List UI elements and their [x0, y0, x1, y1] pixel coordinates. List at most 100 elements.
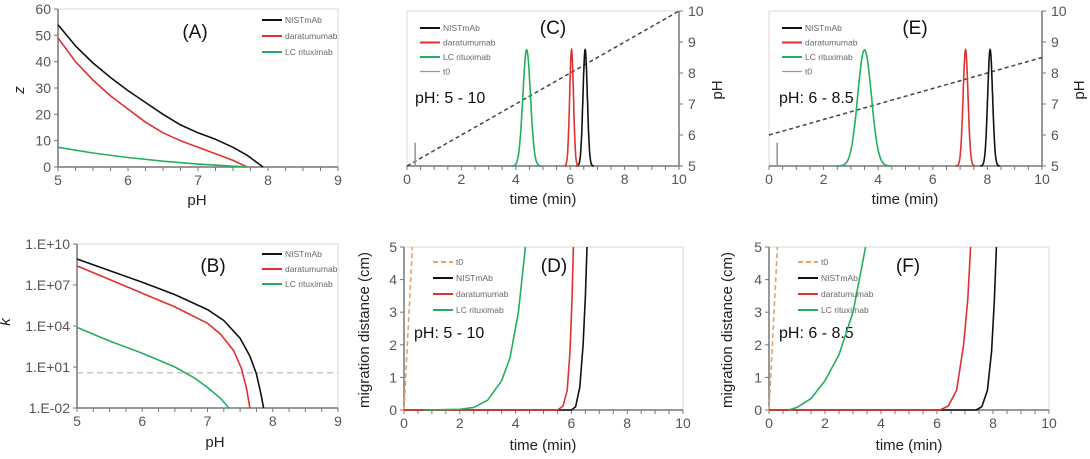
x-axis-label: time (min) [510, 437, 577, 454]
y-tick-label: 40 [35, 54, 51, 70]
x-tick-label: 8 [621, 171, 629, 187]
y-tick-label: 2 [389, 337, 397, 353]
y2-tick-label: 6 [688, 127, 696, 143]
y-tick-label: 10 [35, 133, 51, 149]
y-axis-label: k [0, 317, 14, 326]
series-line-daratumumab [76, 265, 251, 409]
x-tick-label: 2 [820, 171, 828, 187]
y-tick-label: 1.E-02 [29, 400, 70, 416]
legend-label: LC rituximab [285, 279, 333, 289]
ph-range-annotation: pH: 6 - 8.5 [779, 90, 854, 107]
x-tick-label: 8 [984, 171, 992, 187]
panel-label: (E) [902, 18, 927, 39]
y-tick-label: 1 [754, 369, 762, 385]
y-tick-label: 20 [35, 106, 51, 122]
x-tick-label: 6 [124, 172, 132, 188]
legend-label: LC rituximab [443, 52, 491, 62]
x-tick-label: 2 [821, 415, 829, 431]
y-tick-label: 4 [754, 272, 762, 288]
x-tick-label: 4 [877, 415, 885, 431]
y-tick-label: 30 [35, 80, 51, 96]
legend-label: t0 [805, 67, 812, 77]
series-line-lc-rituximab [423, 246, 527, 411]
peak-nistmab [576, 48, 595, 167]
x-tick-label: 10 [675, 415, 691, 431]
y-tick-label: 3 [389, 304, 397, 320]
series-line-lc-rituximab [76, 326, 230, 409]
y2-tick-label: 9 [688, 34, 696, 50]
y-axis-label: z [11, 86, 28, 95]
legend-label: t0 [456, 257, 463, 267]
legend-label: NISTmAb [805, 23, 842, 33]
panel-f: 0 2 4 6 8 10 0 1 2 3 4 5 time (min) migration distanc… [719, 239, 1057, 454]
peak-nistmab [979, 48, 1000, 167]
legend-label: daratumumab [285, 31, 338, 41]
y2-tick-label: 5 [688, 158, 696, 174]
x-tick-label: 9 [334, 413, 342, 429]
y-tick-label: 1.E+04 [25, 318, 70, 334]
series-line-nistmab [76, 258, 265, 409]
y-tick-label: 1.E+07 [25, 277, 70, 293]
x-tick-label: 6 [138, 413, 146, 429]
x-axis-label: time (min) [510, 191, 577, 208]
y2-tick-label: 6 [1051, 127, 1059, 143]
y-tick-label: 3 [754, 304, 762, 320]
y-tick-label: 50 [35, 27, 51, 43]
x-tick-label: 0 [400, 415, 408, 431]
legend-label: t0 [443, 67, 450, 77]
series-line-daratumumab [404, 246, 575, 411]
y-tick-label: 1.E+10 [25, 236, 70, 252]
y2-tick-label: 7 [1051, 96, 1059, 112]
ph-range-annotation: pH: 5 - 10 [414, 325, 484, 342]
legend-label: LC rituximab [805, 52, 853, 62]
x-tick-label: 0 [765, 415, 773, 431]
series-line-lc-rituximab [788, 246, 867, 411]
series-line-nistmab [769, 246, 998, 411]
panel-b: 5 6 7 8 9 1.E-02 1.E+01 1.E+04 1.E+07 1.E+10 pH k (B… [0, 236, 342, 451]
series-line-t0 [768, 246, 779, 411]
y-tick-label: 5 [389, 239, 397, 255]
x-tick-label: 8 [269, 413, 277, 429]
x-tick-label: 5 [73, 413, 81, 429]
peak-daratumumab [563, 47, 580, 167]
y2-axis-label: pH [1071, 80, 1088, 99]
y2-axis-label: pH [709, 80, 726, 99]
y-tick-label: 0 [754, 402, 762, 418]
x-tick-label: 10 [671, 171, 687, 187]
ph-gradient-line [768, 56, 1043, 136]
x-tick-label: 5 [54, 172, 62, 188]
y-tick-label: 60 [35, 1, 51, 17]
x-tick-label: 9 [334, 172, 342, 188]
y-tick-label: 0 [43, 159, 51, 175]
y2-tick-label: 7 [688, 96, 696, 112]
legend-label: NISTmAb [285, 249, 322, 259]
legend-label: NISTmAb [285, 15, 322, 25]
y2-tick-label: 8 [688, 65, 696, 81]
legend-label: daratumumab [821, 289, 874, 299]
ph-range-annotation: pH: 5 - 10 [415, 90, 485, 107]
x-tick-label: 7 [194, 172, 202, 188]
peak-lc-rituximab [511, 48, 542, 167]
x-tick-label: 2 [456, 415, 464, 431]
panel-label: (D) [541, 256, 567, 277]
x-tick-label: 6 [929, 171, 937, 187]
legend-label: LC rituximab [285, 47, 333, 57]
legend-label: LC rituximab [821, 305, 869, 315]
series-line-nistmab [404, 246, 588, 411]
x-tick-label: 8 [264, 172, 272, 188]
series-line-nistmab [57, 24, 264, 168]
panel-label: (A) [182, 22, 207, 43]
legend-label: t0 [821, 257, 828, 267]
x-tick-label: 7 [204, 413, 212, 429]
x-tick-label: 4 [874, 171, 882, 187]
y-tick-label: 0 [389, 402, 397, 418]
y2-tick-label: 8 [1051, 65, 1059, 81]
peak-daratumumab [955, 48, 976, 167]
legend-label: daratumumab [805, 38, 858, 48]
y-tick-label: 4 [389, 272, 397, 288]
legend-label: LC rituximab [456, 305, 504, 315]
y-axis-label: migration distance (cm) [719, 252, 736, 408]
